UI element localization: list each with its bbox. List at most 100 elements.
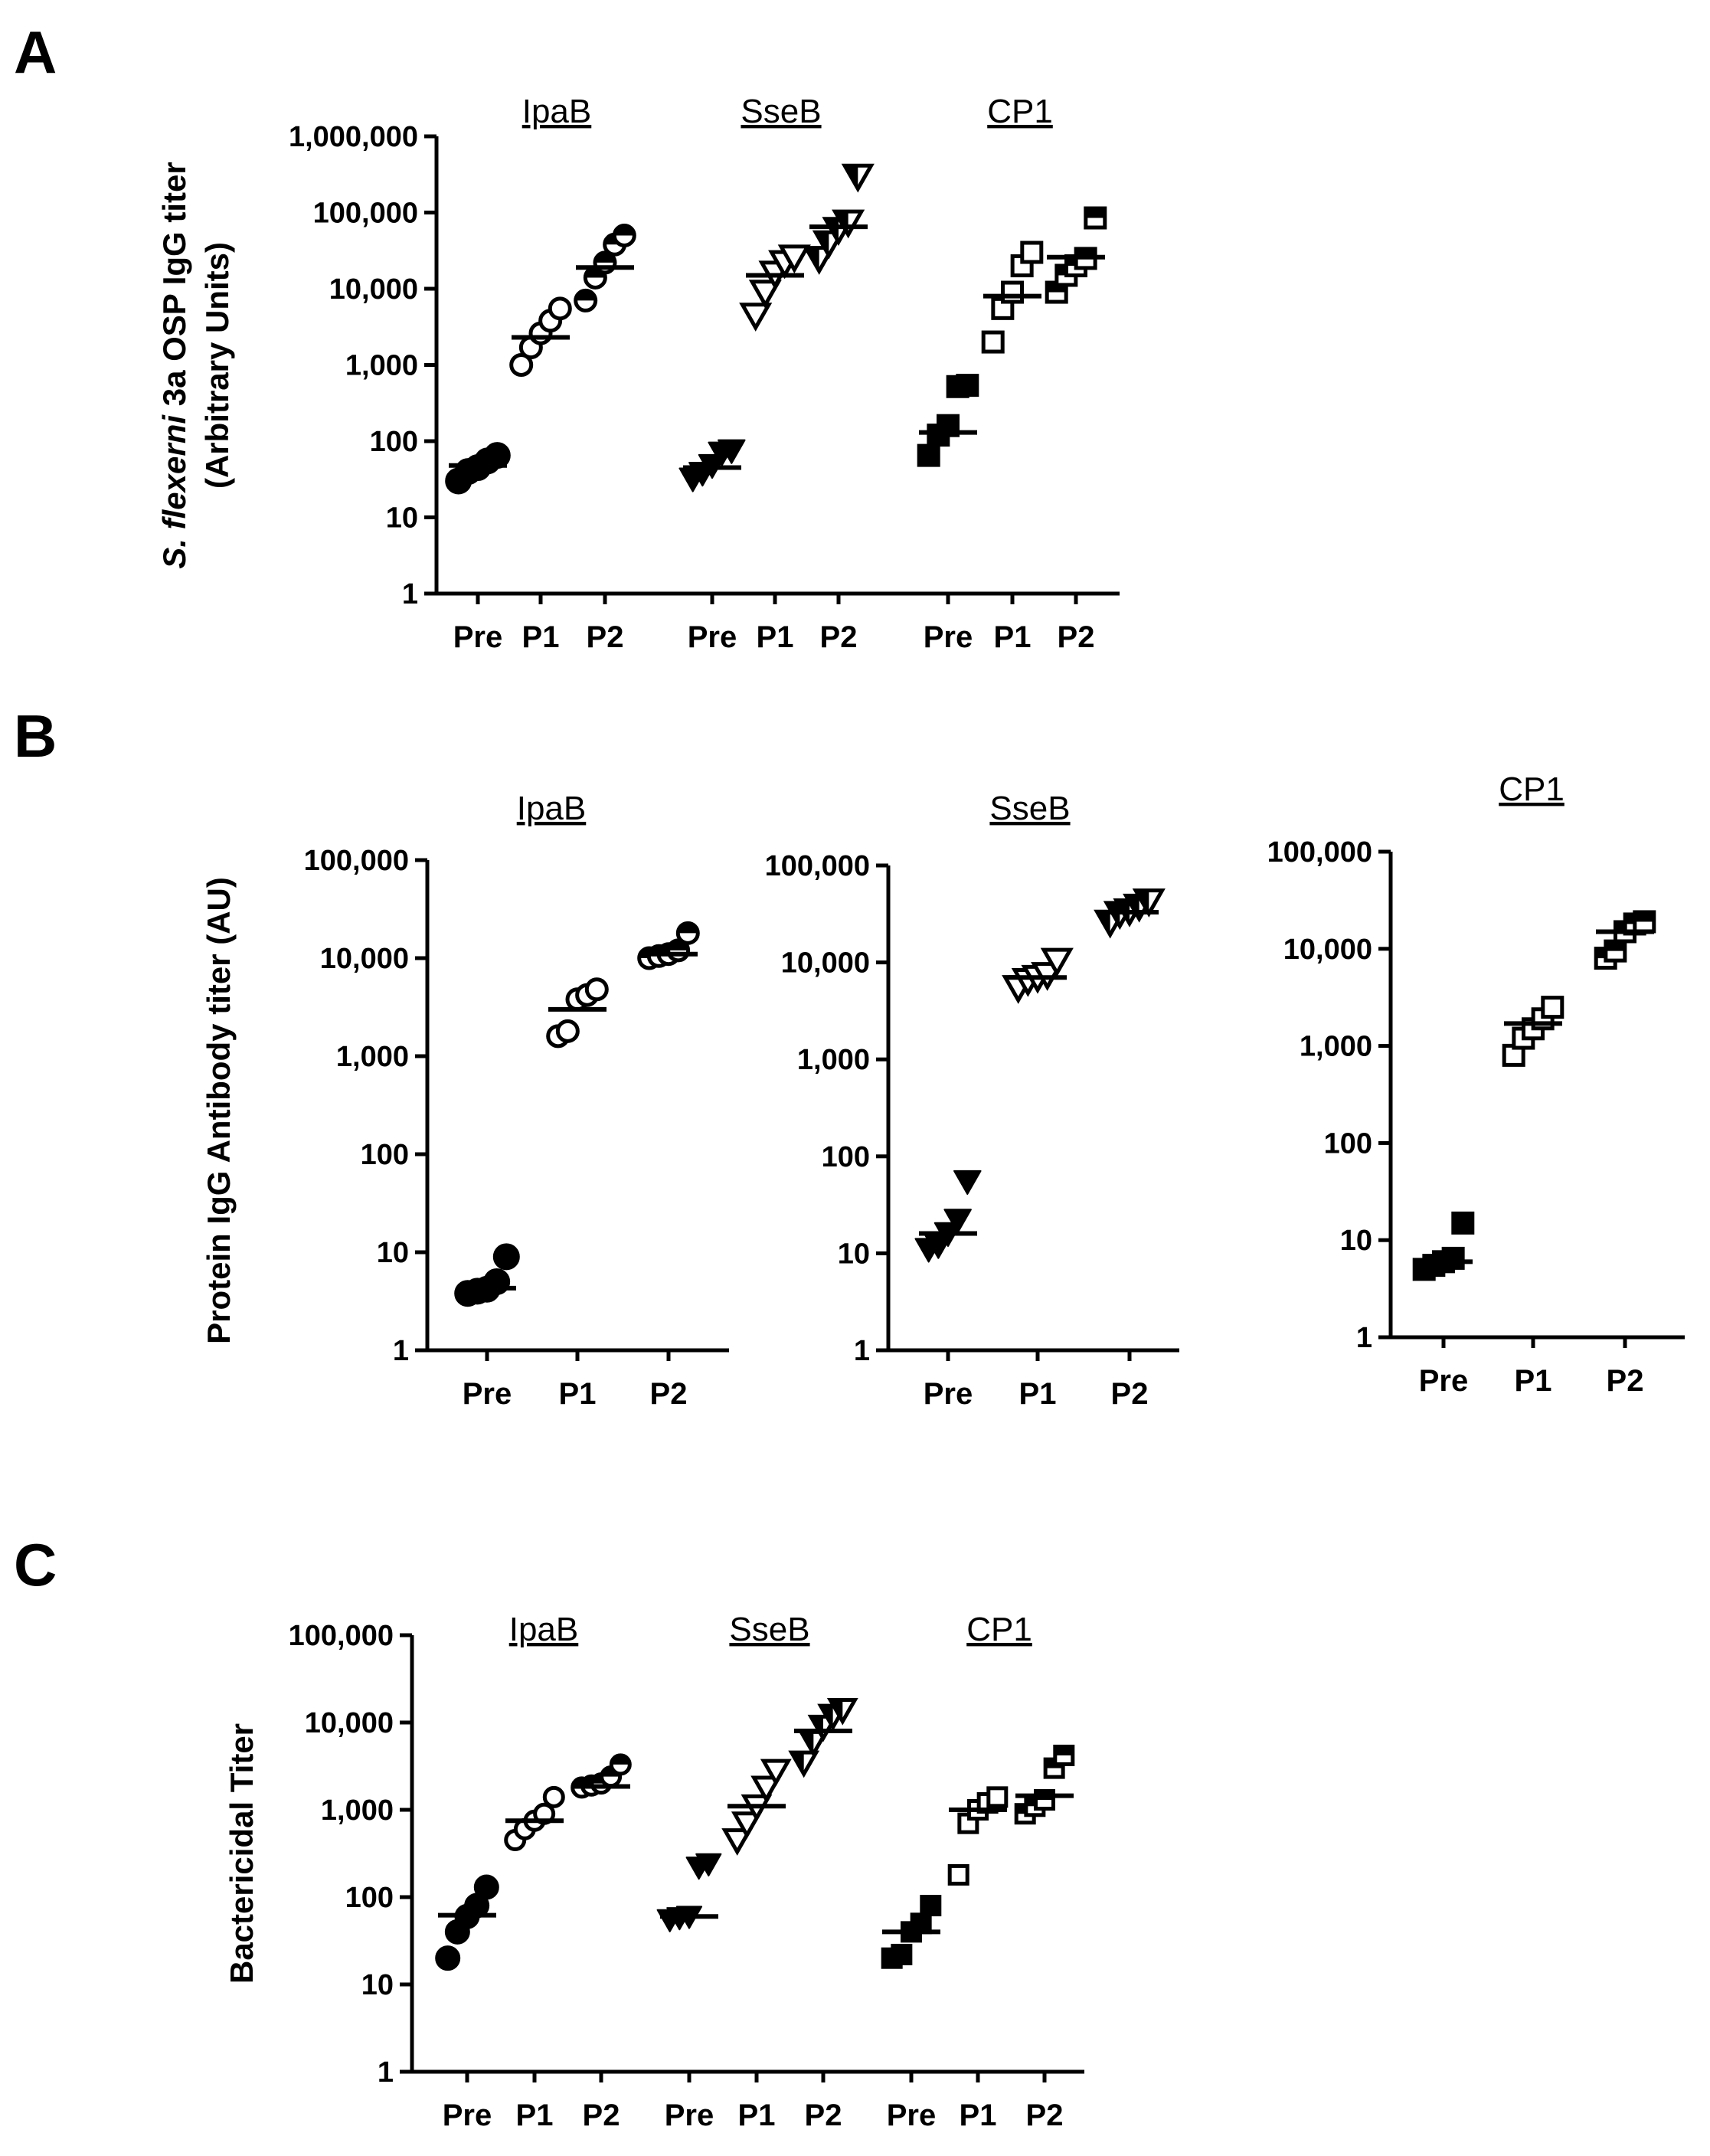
c-point-sseb-p2-4 bbox=[826, 1697, 858, 1726]
x-tick-label: Pre bbox=[688, 620, 737, 654]
y-tick-label: 100,000 bbox=[313, 198, 418, 230]
c-point-sseb-p2-2-half bbox=[810, 1716, 823, 1739]
c-point-sseb-p1-4-shape bbox=[760, 1758, 792, 1787]
y-axis-label-italic: S. flexerni bbox=[156, 414, 192, 569]
a-point-cp1-p1-0-shape bbox=[981, 330, 1005, 354]
c-point-cp1-p1-4 bbox=[986, 1786, 1009, 1808]
c-point-cp1-pre-1-shape bbox=[891, 1943, 913, 1965]
y-tick-label: 10 bbox=[1340, 1225, 1372, 1257]
x-tick-label: P2 bbox=[1058, 620, 1095, 654]
a-point-cp1-p2-4-half bbox=[1085, 208, 1105, 218]
panel-a: A 1 10 100 1,000 10,000 100,000 1,000,000 S. fle… bbox=[14, 18, 1120, 654]
c-point-sseb-p2-0-half bbox=[791, 1752, 804, 1775]
y-tick-label: 1 bbox=[854, 1335, 870, 1367]
b-point-sseb-p2-0-half bbox=[1097, 911, 1110, 935]
c-point-ipab-p1-4-shape bbox=[542, 1785, 565, 1808]
x-tick-label: P1 bbox=[757, 620, 794, 654]
a-point-sseb-p1-4 bbox=[777, 244, 811, 274]
a-point-sseb-p1-1-shape bbox=[748, 280, 782, 309]
a-point-sseb-p2-4-half bbox=[845, 165, 858, 189]
b-point-cp1-p2-1 bbox=[1604, 939, 1627, 963]
c-point-ipab-p2-4 bbox=[609, 1753, 632, 1776]
c-point-cp1-pre-1 bbox=[891, 1943, 913, 1965]
c-point-ipab-p1-4 bbox=[542, 1785, 565, 1808]
y-tick-label: 10 bbox=[386, 502, 418, 535]
y-tick-label: 10 bbox=[838, 1238, 870, 1270]
b-point-sseb-p1-4-shape bbox=[1040, 947, 1074, 977]
x-tick-label: P2 bbox=[587, 620, 624, 654]
a-point-cp1-pre-4-shape bbox=[956, 374, 979, 398]
y-tick-label: 100 bbox=[822, 1141, 870, 1173]
a-point-ipab-p1-4-shape bbox=[548, 296, 572, 321]
y-tick-label: 1,000,000 bbox=[289, 121, 418, 153]
panel-c: C 1 10 100 1,000 10,000 100,000 Bactericidal Ti… bbox=[14, 1531, 1084, 2132]
panel-letter-b: B bbox=[14, 702, 57, 770]
group-title-sseb: SseB bbox=[729, 1611, 809, 1648]
b-point-sseb-pre-3 bbox=[943, 1209, 972, 1234]
a-point-ipab-p1-0-shape bbox=[509, 353, 534, 377]
x-tick-label: P1 bbox=[516, 2099, 554, 2132]
subplot-cp1: 1 10 100 1,000 10,000 100,000 CP1 Pre P1 P2 bbox=[1267, 770, 1685, 1398]
x-tick-label: Pre bbox=[887, 2099, 937, 2132]
x-tick-label: P1 bbox=[994, 620, 1032, 654]
b-point-ipab-p1-1 bbox=[555, 1019, 580, 1043]
y-tick-label: 100,000 bbox=[1267, 836, 1372, 869]
c-point-sseb-p1-0 bbox=[721, 1828, 754, 1856]
y-tick-label: 100,000 bbox=[304, 845, 409, 877]
y-tick-label: 1 bbox=[378, 2056, 394, 2089]
a-point-ipab-p2-4 bbox=[612, 223, 636, 247]
x-tick-label: P2 bbox=[805, 2099, 842, 2132]
x-tick-label: P2 bbox=[650, 1377, 688, 1411]
c-point-cp1-p2-4 bbox=[1053, 1744, 1075, 1766]
y-tick-label: 100,000 bbox=[289, 1620, 394, 1652]
c-point-sseb-p2-4-half bbox=[830, 1700, 843, 1722]
b-point-cp1-p2-1-half bbox=[1605, 941, 1625, 951]
x-tick-label: P2 bbox=[583, 2099, 620, 2132]
b-point-cp1-p1-4 bbox=[1541, 996, 1565, 1019]
c-point-ipab-pre-0 bbox=[435, 1945, 461, 1971]
c-point-ipab-pre-0-shape bbox=[435, 1945, 461, 1971]
group-title-cp1: CP1 bbox=[966, 1611, 1032, 1648]
b-point-ipab-pre-4 bbox=[492, 1243, 520, 1271]
c-point-sseb-p1-1-shape bbox=[731, 1811, 763, 1839]
b-point-ipab-pre-4-shape bbox=[492, 1243, 520, 1271]
b-point-sseb-p1-4 bbox=[1040, 947, 1074, 977]
y-tick-label: 10,000 bbox=[320, 943, 409, 975]
a-point-ipab-p2-0-half bbox=[575, 290, 596, 301]
y-tick-label: 10,000 bbox=[781, 947, 870, 980]
x-tick-label: P1 bbox=[738, 2099, 776, 2132]
b-point-sseb-pre-3-shape bbox=[943, 1209, 972, 1234]
c-point-sseb-p2-0 bbox=[788, 1750, 820, 1778]
y-tick-label: 10 bbox=[361, 1969, 394, 2001]
y-axis-label: Bactericidal Titer bbox=[224, 1723, 260, 1984]
x-tick-label: P2 bbox=[820, 620, 858, 654]
b-point-sseb-pre-4-shape bbox=[953, 1170, 982, 1196]
c-point-cp1-p1-0 bbox=[947, 1863, 969, 1886]
a-point-ipab-p2-4-half bbox=[614, 225, 635, 236]
x-tick-label: P2 bbox=[1026, 2099, 1064, 2132]
c-point-sseb-p1-3 bbox=[750, 1775, 783, 1804]
y-tick-label: 1,000 bbox=[1300, 1031, 1372, 1063]
a-point-cp1-pre-0 bbox=[917, 443, 940, 467]
b-point-cp1-pre-4-shape bbox=[1451, 1211, 1475, 1235]
x-tick-label: Pre bbox=[463, 1377, 512, 1411]
c-point-sseb-p1-4 bbox=[760, 1758, 792, 1787]
b-point-sseb-p2-4-half bbox=[1136, 890, 1149, 914]
x-tick-label: Pre bbox=[924, 1377, 973, 1411]
a-point-cp1-p2-4 bbox=[1084, 206, 1107, 230]
b-point-cp1-pre-3-shape bbox=[1441, 1246, 1465, 1270]
x-tick-label: Pre bbox=[453, 620, 503, 654]
b-point-ipab-p2-4 bbox=[675, 921, 700, 945]
a-point-sseb-p1-0 bbox=[739, 303, 773, 332]
y-tick-label: 10,000 bbox=[1283, 934, 1372, 966]
a-point-ipab-p1-4 bbox=[548, 296, 572, 321]
y-axis-label: Protein IgG Antibody titer (AU) bbox=[201, 877, 237, 1344]
b-point-sseb-pre-4 bbox=[953, 1170, 982, 1196]
subplot-sseb: 1 10 100 1,000 10,000 100,000 SseB Pre P1 P2 bbox=[765, 790, 1179, 1411]
c-point-cp1-pre-4 bbox=[920, 1895, 942, 1917]
b-point-cp1-p1-4-shape bbox=[1541, 996, 1565, 1019]
y-axis-label-line2: (Arbitrary Units) bbox=[199, 242, 235, 489]
a-point-sseb-p1-0-shape bbox=[739, 303, 773, 332]
c-point-sseb-p1-0-shape bbox=[721, 1828, 754, 1856]
x-tick-label: P1 bbox=[1019, 1377, 1057, 1411]
